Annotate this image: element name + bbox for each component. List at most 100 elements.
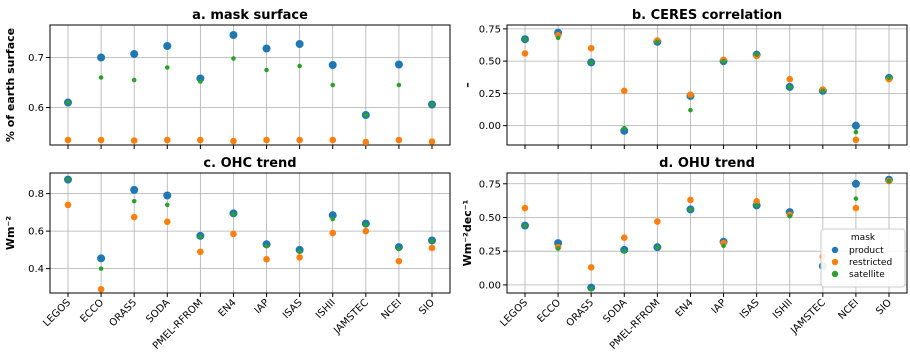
- data-point-restricted: [296, 136, 303, 144]
- data-point-satellite: [396, 246, 402, 252]
- legend-entry-product: product: [849, 246, 884, 256]
- x-tick-label: LEGOS: [498, 297, 530, 329]
- data-point-restricted: [97, 136, 105, 144]
- data-point-restricted: [395, 257, 403, 265]
- x-tick-label: NCEI: [836, 297, 861, 322]
- y-axis-label: –: [461, 82, 474, 88]
- data-point-restricted: [296, 254, 303, 261]
- data-point-satellite: [396, 82, 402, 88]
- data-point-satellite: [231, 56, 236, 61]
- data-point-satellite: [787, 84, 793, 90]
- data-point-product: [851, 121, 860, 130]
- legend-box: [820, 228, 906, 288]
- x-tick-label: SODA: [144, 297, 172, 325]
- data-point-product: [851, 179, 860, 188]
- data-point-restricted: [587, 264, 595, 271]
- y-tick-label: 0.50: [479, 57, 501, 68]
- data-point-satellite: [655, 244, 660, 250]
- data-point-restricted: [620, 87, 628, 95]
- data-point-product: [163, 42, 172, 50]
- y-tick-label: 0.50: [479, 213, 501, 224]
- data-point-product: [328, 211, 337, 220]
- legend-marker-restricted: [831, 258, 839, 266]
- data-point-restricted: [786, 75, 794, 83]
- data-point-restricted: [163, 218, 171, 226]
- data-point-restricted: [654, 218, 661, 225]
- y-tick-label: 0.4: [28, 264, 44, 275]
- data-point-satellite: [429, 102, 435, 107]
- data-point-satellite: [131, 77, 137, 83]
- x-tick-label: SODA: [601, 297, 629, 325]
- data-point-product: [97, 254, 106, 263]
- data-point-satellite: [330, 82, 336, 88]
- x-tick-label: EN4: [217, 297, 239, 319]
- data-point-satellite: [853, 196, 859, 201]
- chart-panel-0: 0.6 0.7 a. mask surface % of earth surface: [4, 8, 451, 149]
- data-point-satellite: [588, 286, 594, 292]
- y-axis-label: % of earth surface: [4, 28, 17, 142]
- data-point-satellite: [621, 125, 627, 131]
- data-point-restricted: [97, 285, 105, 293]
- x-tick-label: EN4: [674, 297, 696, 319]
- y-tick-label: 0.00: [479, 121, 501, 132]
- x-tick-label: JAMSTEC: [788, 297, 828, 337]
- data-point-restricted: [687, 196, 694, 204]
- data-point-restricted: [362, 227, 370, 235]
- data-point-satellite: [198, 234, 203, 240]
- data-point-satellite: [688, 207, 693, 212]
- x-tick-label: NCEI: [379, 297, 404, 322]
- legend: mask product restricted satellite: [820, 228, 906, 288]
- data-point-satellite: [363, 112, 369, 118]
- data-point-satellite: [688, 107, 693, 113]
- axes-frame: [49, 172, 451, 294]
- data-point-satellite: [886, 75, 892, 81]
- data-point-restricted: [753, 198, 760, 205]
- y-tick-label: 0.75: [479, 24, 501, 35]
- data-point-satellite: [164, 202, 170, 208]
- data-point-restricted: [428, 138, 436, 145]
- data-point-satellite: [588, 60, 594, 65]
- y-tick-label: 0.6: [28, 227, 44, 238]
- data-point-restricted: [263, 255, 270, 263]
- data-point-satellite: [621, 248, 627, 254]
- data-point-restricted: [163, 136, 171, 144]
- data-point-satellite: [131, 198, 137, 204]
- data-point-restricted: [64, 136, 72, 144]
- x-tick-label: SIO: [417, 297, 437, 317]
- data-point-restricted: [395, 136, 403, 144]
- data-point-satellite: [164, 65, 170, 70]
- y-tick-label: 0.7: [28, 53, 44, 64]
- data-point-restricted: [263, 136, 270, 144]
- y-tick-label: 0.8: [28, 189, 44, 200]
- data-point-restricted: [64, 201, 72, 209]
- data-point-restricted: [329, 229, 337, 237]
- y-tick-label: 0.75: [479, 179, 501, 190]
- data-point-satellite: [820, 88, 826, 94]
- data-point-satellite: [721, 58, 726, 64]
- data-point-satellite: [98, 75, 104, 80]
- data-point-product: [262, 44, 271, 53]
- x-tick-label: ISHII: [771, 297, 795, 321]
- chart-title: d. OHU trend: [659, 156, 755, 171]
- y-axis-label: Wm⁻²: [4, 216, 17, 250]
- data-point-product: [328, 61, 337, 69]
- data-point-satellite: [522, 36, 528, 42]
- x-tick-label: ISHII: [314, 297, 338, 321]
- legend-entry-satellite: satellite: [849, 270, 885, 280]
- data-point-restricted: [521, 204, 529, 212]
- data-point-restricted: [428, 244, 436, 252]
- data-point-satellite: [429, 239, 435, 244]
- data-point-restricted: [130, 213, 138, 221]
- data-point-product: [130, 185, 139, 194]
- data-point-satellite: [98, 266, 104, 271]
- axes-frame: [506, 172, 908, 294]
- data-point-satellite: [655, 39, 660, 45]
- x-tick-label: JAMSTEC: [331, 297, 371, 337]
- axes-frame: [506, 24, 908, 146]
- data-point-satellite: [555, 246, 561, 251]
- data-point-product: [394, 60, 403, 69]
- chart-title: c. OHC trend: [203, 156, 296, 171]
- data-point-satellite: [363, 222, 369, 227]
